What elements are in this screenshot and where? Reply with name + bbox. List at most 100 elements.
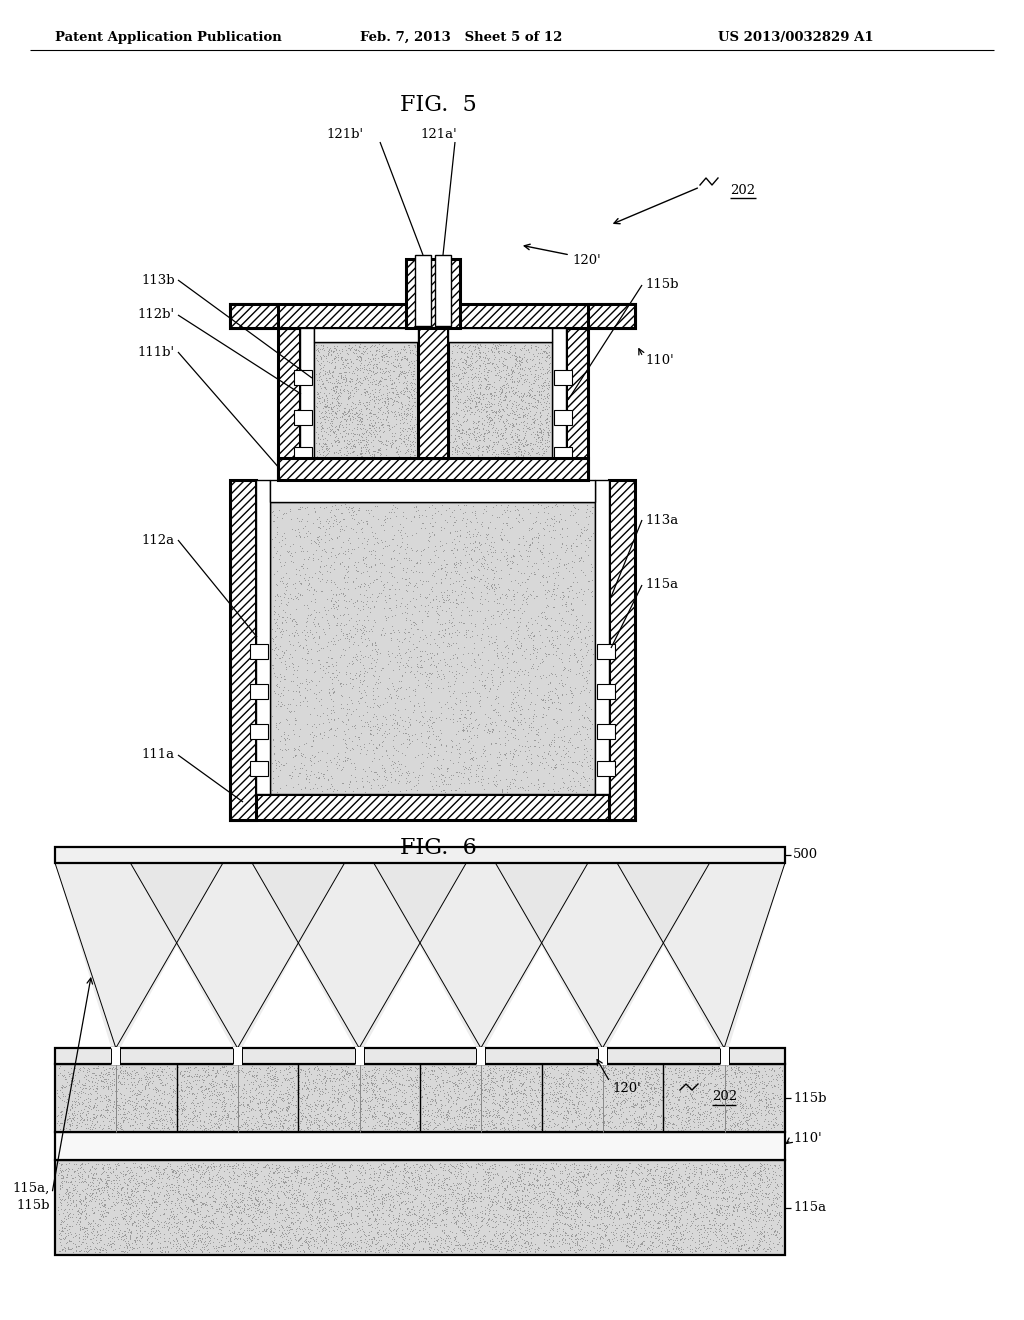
- Point: [440, 1167, 457, 1188]
- Point: [483, 408, 500, 429]
- Point: [660, 1229, 677, 1250]
- Point: [358, 1081, 375, 1102]
- Point: [226, 1225, 243, 1246]
- Point: [536, 1229, 552, 1250]
- Point: [242, 1180, 258, 1201]
- Point: [250, 1200, 266, 1221]
- Point: [360, 714, 377, 735]
- Point: [403, 362, 420, 383]
- Point: [338, 705, 354, 726]
- Point: [577, 1072, 593, 1093]
- Point: [571, 1193, 588, 1214]
- Point: [410, 772, 426, 793]
- Point: [652, 1191, 669, 1212]
- Point: [616, 1191, 633, 1212]
- Point: [459, 442, 475, 463]
- Point: [296, 620, 312, 642]
- Point: [253, 1082, 269, 1104]
- Point: [639, 1158, 655, 1179]
- Point: [388, 1184, 404, 1205]
- Point: [557, 1177, 573, 1199]
- Point: [292, 1059, 308, 1080]
- Point: [499, 1214, 515, 1236]
- Point: [279, 1229, 295, 1250]
- Point: [646, 1118, 663, 1139]
- Point: [702, 1234, 719, 1255]
- Point: [391, 521, 408, 543]
- Point: [395, 412, 412, 433]
- Point: [558, 1111, 574, 1133]
- Point: [456, 437, 472, 458]
- Point: [323, 1217, 339, 1238]
- Point: [335, 508, 351, 529]
- Point: [412, 626, 428, 647]
- Point: [56, 1159, 73, 1180]
- Point: [582, 755, 598, 776]
- Point: [763, 1097, 779, 1118]
- Point: [514, 348, 530, 370]
- Point: [505, 623, 521, 644]
- Point: [492, 1106, 508, 1127]
- Point: [99, 1068, 116, 1089]
- Point: [348, 1088, 365, 1109]
- Point: [139, 1074, 156, 1096]
- Point: [399, 537, 416, 558]
- Point: [268, 717, 285, 738]
- Point: [450, 1118, 466, 1139]
- Point: [224, 1057, 241, 1078]
- Point: [465, 412, 481, 433]
- Point: [378, 338, 394, 359]
- Point: [529, 527, 546, 548]
- Point: [618, 1232, 635, 1253]
- Point: [74, 1171, 90, 1192]
- Point: [582, 611, 598, 632]
- Point: [74, 1167, 90, 1188]
- Point: [572, 1113, 589, 1134]
- Point: [731, 1154, 748, 1175]
- Point: [614, 1220, 631, 1241]
- Point: [510, 1175, 526, 1196]
- Point: [475, 424, 492, 445]
- Point: [490, 359, 507, 380]
- Point: [372, 397, 388, 418]
- Point: [367, 1104, 383, 1125]
- Point: [379, 387, 395, 408]
- Point: [140, 1109, 157, 1130]
- Point: [339, 1233, 355, 1254]
- Point: [357, 1237, 374, 1258]
- Point: [480, 1209, 497, 1230]
- Point: [642, 1093, 658, 1114]
- Point: [450, 1088, 466, 1109]
- Point: [497, 1118, 513, 1139]
- Point: [534, 1086, 550, 1107]
- Point: [254, 1080, 270, 1101]
- Point: [499, 723, 515, 744]
- Point: [535, 1152, 551, 1173]
- Point: [456, 380, 472, 401]
- Point: [626, 1241, 642, 1262]
- Point: [236, 1187, 252, 1208]
- Point: [297, 1218, 313, 1239]
- Point: [521, 384, 538, 405]
- Point: [316, 1203, 333, 1224]
- Point: [773, 1176, 790, 1197]
- Point: [315, 346, 332, 367]
- Point: [352, 1158, 369, 1179]
- Point: [281, 540, 297, 561]
- Point: [127, 1164, 143, 1185]
- Point: [745, 1185, 762, 1206]
- Point: [314, 638, 331, 659]
- Point: [466, 417, 482, 438]
- Point: [500, 553, 516, 574]
- Point: [517, 1233, 534, 1254]
- Point: [356, 1204, 373, 1225]
- Point: [719, 1059, 735, 1080]
- Point: [98, 1175, 115, 1196]
- Point: [529, 1056, 546, 1077]
- Point: [392, 350, 409, 371]
- Point: [762, 1204, 778, 1225]
- Point: [458, 624, 474, 645]
- Point: [420, 536, 436, 557]
- Point: [408, 523, 424, 544]
- Point: [388, 405, 404, 426]
